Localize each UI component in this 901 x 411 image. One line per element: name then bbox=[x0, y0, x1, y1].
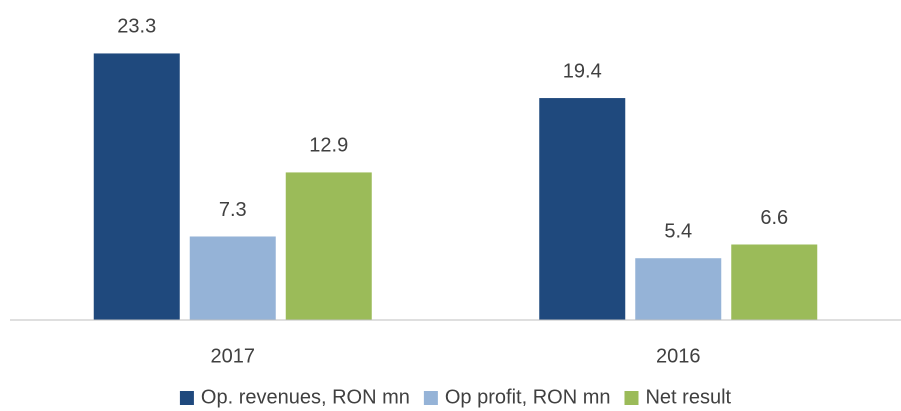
data-label: 23.3 bbox=[117, 16, 156, 38]
bar bbox=[93, 53, 180, 320]
legend-swatch bbox=[423, 391, 438, 405]
legend-label: Net result bbox=[645, 386, 731, 408]
legend-swatch bbox=[624, 391, 639, 405]
legend-label: Op profit, RON mn bbox=[445, 386, 611, 408]
data-label: 7.3 bbox=[219, 199, 247, 221]
bar bbox=[635, 258, 722, 320]
bar bbox=[731, 244, 818, 320]
bar bbox=[539, 98, 626, 321]
data-label: 6.6 bbox=[760, 207, 788, 229]
data-label: 12.9 bbox=[309, 135, 348, 157]
legend-swatch bbox=[179, 391, 194, 405]
bar bbox=[285, 172, 372, 320]
legend-label: Op. revenues, RON mn bbox=[201, 386, 410, 408]
x-tick-label: 2017 bbox=[211, 345, 256, 367]
data-label: 5.4 bbox=[664, 221, 692, 243]
data-label: 19.4 bbox=[563, 60, 602, 82]
bar bbox=[189, 236, 276, 320]
x-tick-label: 2016 bbox=[656, 345, 701, 367]
